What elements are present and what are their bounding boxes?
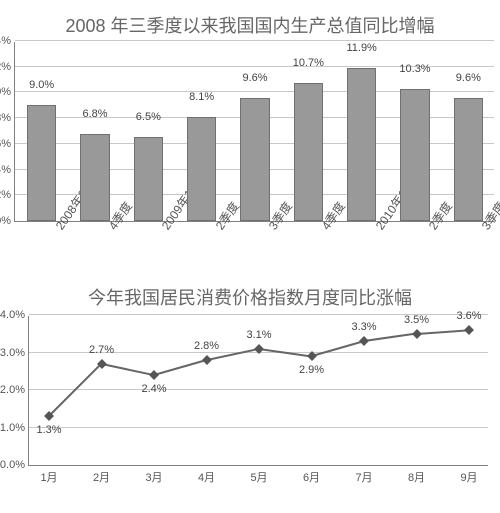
bar-value-label: 10.3% — [399, 63, 430, 75]
bar — [134, 137, 163, 221]
bar — [294, 83, 323, 221]
line-segment — [48, 363, 102, 417]
line-value-label: 1.3% — [36, 424, 61, 436]
line-ytick-label: 3.0% — [0, 347, 29, 359]
line-marker — [412, 329, 422, 339]
bar-value-label: 9.6% — [242, 72, 267, 84]
bar-value-label: 6.8% — [82, 108, 107, 120]
line-ytick-label: 4.0% — [0, 309, 29, 321]
line-ytick-label: 0.0% — [0, 459, 29, 471]
bar-ytick-label: 14% — [0, 35, 15, 47]
bar-value-label: 9.0% — [29, 79, 54, 91]
line-value-label: 3.5% — [404, 314, 429, 326]
line-segment — [364, 333, 417, 342]
gdp-bar-chart: 2008 年三季度以来我国国内生产总值同比增幅 0%2%4%6%8%10%12%… — [0, 0, 500, 280]
line-segment — [311, 340, 364, 357]
line-value-label: 2.7% — [89, 344, 114, 356]
bar-value-label: 8.1% — [189, 91, 214, 103]
line-marker — [359, 336, 369, 346]
line-marker — [307, 351, 317, 361]
line-value-label: 2.9% — [299, 364, 324, 376]
bar — [347, 68, 376, 221]
line-value-label: 2.4% — [141, 383, 166, 395]
line-value-label: 3.6% — [456, 310, 481, 322]
bar-value-label: 10.7% — [293, 57, 324, 69]
bar — [400, 89, 429, 221]
line-xtick-label: 7月 — [355, 465, 372, 485]
line-marker — [464, 325, 474, 335]
line-xtick-label: 2月 — [93, 465, 110, 485]
bar-ytick-label: 12% — [0, 61, 15, 73]
line-marker — [202, 355, 212, 365]
line-value-label: 3.3% — [351, 321, 376, 333]
bar-chart-plot: 0%2%4%6%8%10%12%14%9.0%2008年3季度6.8%4季度6.… — [14, 42, 494, 222]
bar-ytick-label: 10% — [0, 86, 15, 98]
line-xtick-label: 3月 — [145, 465, 162, 485]
bar — [454, 98, 483, 221]
bar-ytick-label: 2% — [0, 189, 15, 201]
line-gridline — [29, 427, 488, 428]
line-xtick-label: 5月 — [250, 465, 267, 485]
line-xtick-label: 6月 — [303, 465, 320, 485]
bar-chart-title: 2008 年三季度以来我国国内生产总值同比增幅 — [10, 8, 490, 38]
line-value-label: 3.1% — [246, 329, 271, 341]
bar — [80, 134, 109, 221]
bar-gridline — [15, 40, 494, 41]
line-xtick-label: 8月 — [408, 465, 425, 485]
line-value-label: 2.8% — [194, 340, 219, 352]
bar-ytick-label: 8% — [0, 112, 15, 124]
line-xtick-label: 1月 — [40, 465, 57, 485]
bar-ytick-label: 4% — [0, 164, 15, 176]
line-segment — [416, 329, 469, 335]
line-xtick-label: 9月 — [460, 465, 477, 485]
bar-value-label: 9.6% — [456, 72, 481, 84]
line-ytick-label: 1.0% — [0, 422, 29, 434]
line-segment — [101, 363, 154, 376]
line-segment — [154, 359, 207, 376]
bar — [240, 98, 269, 221]
line-marker — [149, 370, 159, 380]
bar — [27, 105, 56, 221]
cpi-line-chart: 今年我国居民消费价格指数月度同比涨幅 0.0%1.0%2.0%3.0%4.0%1… — [0, 280, 500, 505]
bar — [187, 117, 216, 221]
bar-ytick-label: 6% — [0, 138, 15, 150]
line-ytick-label: 2.0% — [0, 384, 29, 396]
line-chart-title: 今年我国居民消费价格指数月度同比涨幅 — [10, 284, 490, 310]
bar-ytick-label: 0% — [0, 215, 15, 227]
bar-value-label: 11.9% — [346, 42, 376, 54]
bar-value-label: 6.5% — [136, 111, 161, 123]
line-chart-plot: 0.0%1.0%2.0%3.0%4.0%1.3%1月2.7%2月2.4%3月2.… — [28, 316, 488, 466]
line-xtick-label: 4月 — [198, 465, 215, 485]
line-gridline — [29, 389, 488, 390]
